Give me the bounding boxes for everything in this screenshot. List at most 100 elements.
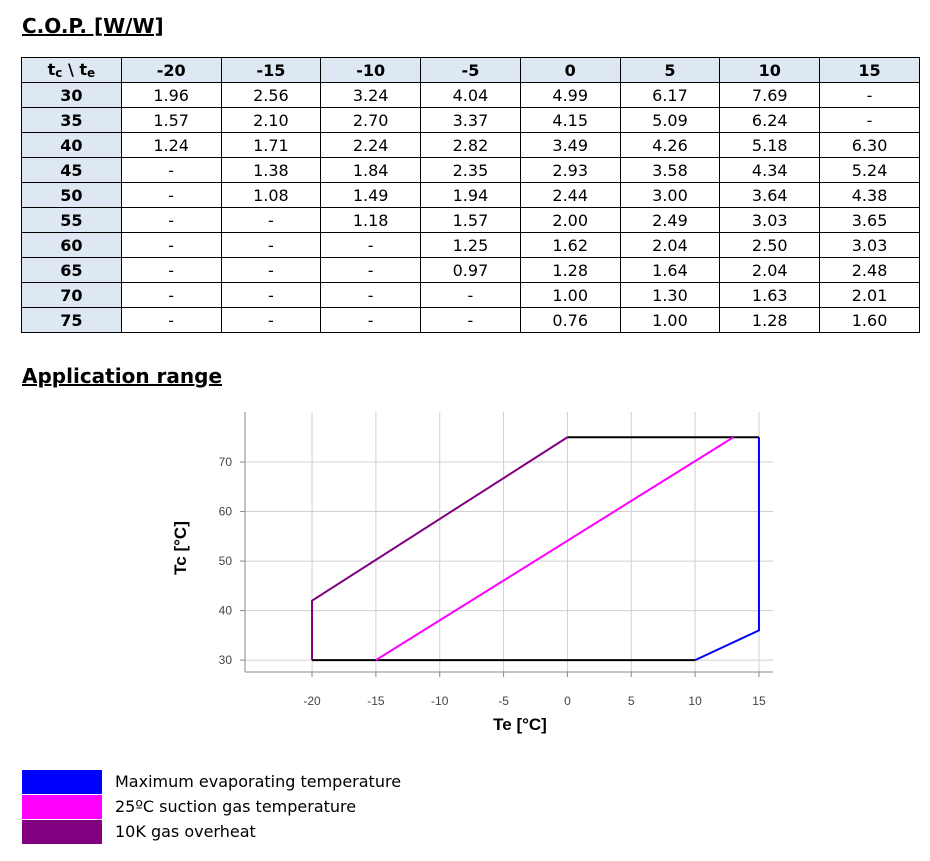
cell: 2.04 xyxy=(619,232,721,258)
corner-text: \ t xyxy=(62,60,88,79)
table-row: 40 1.24 1.71 2.24 2.82 3.49 4.26 5.18 6.30 xyxy=(21,132,920,158)
cell: 2.35 xyxy=(420,157,521,183)
table-row: 50-1.08 1.49 1.94 2.44 3.00 3.64 4.38 xyxy=(21,182,920,208)
cell: 1.25 xyxy=(420,232,521,258)
cell: 7.69 xyxy=(719,82,821,108)
cell: 2.24 xyxy=(320,132,422,158)
cell: 2.49 xyxy=(619,207,721,233)
cell: - xyxy=(220,232,322,258)
cell: 6.30 xyxy=(819,132,920,158)
cell: 4.26 xyxy=(619,132,721,158)
cell: 2.93 xyxy=(519,157,621,183)
cell: 2.56 xyxy=(220,82,322,108)
cell: 3.58 xyxy=(619,157,721,183)
table-row: 30 1.96 2.56 3.24 4.04 4.99 6.17 7.69- xyxy=(21,82,920,108)
x-tick-label: 5 xyxy=(628,694,635,708)
cell: 3.64 xyxy=(719,182,821,208)
cell: 4.38 xyxy=(819,182,920,208)
legend-swatch xyxy=(22,794,102,819)
column-header: 15 xyxy=(819,57,920,83)
cell: 3.03 xyxy=(819,232,920,258)
cell: - xyxy=(320,257,422,283)
cell: - xyxy=(120,282,222,308)
series-line xyxy=(694,437,760,662)
cell: 4.99 xyxy=(519,82,621,108)
cell: 3.24 xyxy=(320,82,422,108)
cell: 1.57 xyxy=(120,107,222,133)
cell: - xyxy=(320,232,422,258)
cell: 1.94 xyxy=(420,182,521,208)
cell: - xyxy=(120,182,222,208)
legend-item: 10K gas overheat xyxy=(22,819,401,844)
y-tick-label: 30 xyxy=(219,653,233,667)
subscript: e xyxy=(87,66,96,80)
cell: - xyxy=(120,232,222,258)
cell: - xyxy=(220,257,322,283)
cell: 3.65 xyxy=(819,207,920,233)
x-tick-label: 10 xyxy=(688,694,702,708)
cell: 2.50 xyxy=(719,232,821,258)
legend-swatch xyxy=(22,769,102,794)
cell: 1.64 xyxy=(619,257,721,283)
cell: 1.30 xyxy=(619,282,721,308)
cell: - xyxy=(320,282,422,308)
legend: Maximum evaporating temperature 25ºC suct… xyxy=(22,769,401,844)
cell: 1.00 xyxy=(519,282,621,308)
cell: - xyxy=(120,307,222,333)
cell: 1.62 xyxy=(519,232,621,258)
cop-table: tc \ te -20 -15 -10 -5 0 5 10 15 30 1.96 2.56 3.24 4.… xyxy=(21,57,920,333)
cell: 3.37 xyxy=(420,107,521,133)
cell: 4.34 xyxy=(719,157,821,183)
subscript: c xyxy=(55,66,63,80)
cell: 6.24 xyxy=(719,107,821,133)
cell: 1.63 xyxy=(719,282,821,308)
column-header: 10 xyxy=(719,57,821,83)
y-tick-label: 40 xyxy=(219,604,233,618)
row-header: 60 xyxy=(21,232,122,258)
column-header: -5 xyxy=(420,57,521,83)
x-tick-label: -10 xyxy=(431,694,449,708)
cell: 5.24 xyxy=(819,157,920,183)
cell: - xyxy=(819,107,920,133)
row-header: 35 xyxy=(21,107,122,133)
row-header: 50 xyxy=(21,182,122,208)
y-tick-label: 60 xyxy=(219,505,233,519)
column-header: 5 xyxy=(619,57,721,83)
cell: 4.15 xyxy=(519,107,621,133)
x-tick-label: -5 xyxy=(498,694,509,708)
cell: 6.17 xyxy=(619,82,721,108)
column-header: 0 xyxy=(519,57,621,83)
cell: 1.60 xyxy=(819,307,920,333)
cell: 1.38 xyxy=(220,157,322,183)
cell: 2.01 xyxy=(819,282,920,308)
table-row: 70- - - -1.00 1.30 1.63 2.01 xyxy=(21,282,920,308)
cell: 1.00 xyxy=(619,307,721,333)
cell: 1.96 xyxy=(120,82,222,108)
corner-header: tc \ te xyxy=(21,57,122,83)
table-row: 65- - -0.97 1.28 1.64 2.04 2.48 xyxy=(21,257,920,283)
row-header: 65 xyxy=(21,257,122,283)
table-row: 45-1.38 1.84 2.35 2.93 3.58 4.34 5.24 xyxy=(21,157,920,183)
cell: - xyxy=(220,307,322,333)
column-header: -15 xyxy=(220,57,322,83)
cell: 1.71 xyxy=(220,132,322,158)
cell: 4.04 xyxy=(420,82,521,108)
heading: Application range xyxy=(22,364,223,388)
row-header: 55 xyxy=(21,207,122,233)
cell: - xyxy=(320,307,422,333)
x-tick-label: -15 xyxy=(367,694,385,708)
cell: - xyxy=(420,307,521,333)
cell: 1.08 xyxy=(220,182,322,208)
row-header: 45 xyxy=(21,157,122,183)
cell: - xyxy=(120,257,222,283)
cell: 3.49 xyxy=(519,132,621,158)
cell: 3.03 xyxy=(719,207,821,233)
legend-swatch xyxy=(22,819,102,844)
cell: 1.49 xyxy=(320,182,422,208)
cell: - xyxy=(819,82,920,108)
cell: 0.97 xyxy=(420,257,521,283)
cell: 1.18 xyxy=(320,207,422,233)
cell: - xyxy=(120,157,222,183)
cell: 2.00 xyxy=(519,207,621,233)
